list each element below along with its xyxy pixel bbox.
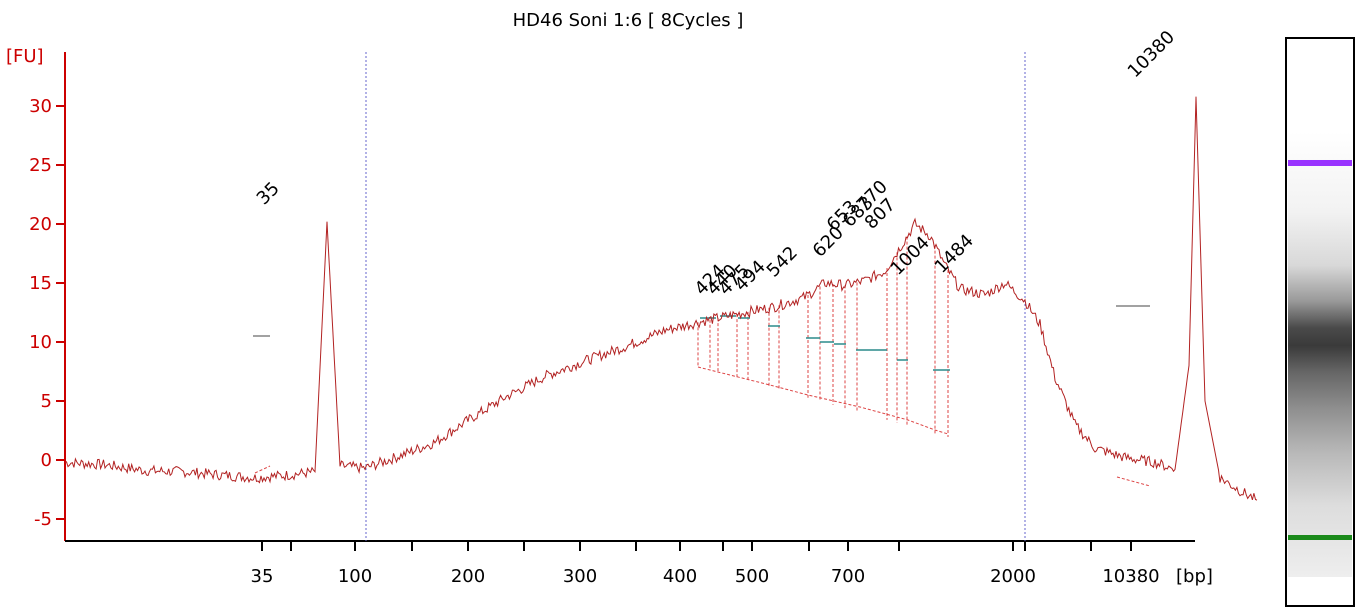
fluorescence-trace <box>64 96 1258 501</box>
analysis-region-boundaries <box>365 52 1026 541</box>
smear-peak-label: 1004 <box>887 232 934 279</box>
x-tick-label: 35 <box>251 566 274 587</box>
x-tick-label: 400 <box>663 566 697 587</box>
x-tick-label: 300 <box>563 566 597 587</box>
x-tick-label: 200 <box>451 566 485 587</box>
marker-peak-label: 35 <box>253 178 284 209</box>
x-tick-label: 100 <box>338 566 372 587</box>
y-tick-label: 20 <box>29 214 52 235</box>
y-tick-label: 5 <box>41 391 52 412</box>
smear-peak-label: 542 <box>763 242 802 281</box>
x-tick-label: 2000 <box>990 566 1036 587</box>
smear-peak-markers <box>697 236 950 437</box>
smear-baseline <box>697 366 949 435</box>
y-tick-label: 30 <box>29 96 52 117</box>
fluorescence-trace-layer <box>64 96 1258 501</box>
x-tick-label: 10380 <box>1102 566 1159 587</box>
y-tick-label: 25 <box>29 155 52 176</box>
smear-peak-label: 1484 <box>931 230 978 277</box>
marker-peak-label: 10380 <box>1124 27 1179 82</box>
x-tick-label: 500 <box>735 566 769 587</box>
y-tick-label: 0 <box>41 450 52 471</box>
x-tick-label: 700 <box>831 566 865 587</box>
gel-upper-marker-band <box>1288 160 1352 166</box>
y-tick-label: 10 <box>29 332 52 353</box>
x-axis: 35 100 200 300 400 500 700 2000 10380 <box>65 540 1195 587</box>
marker-peak-baseline <box>254 465 271 474</box>
gel-lower-marker-band <box>1288 535 1352 540</box>
marker-peak-baseline <box>1116 476 1151 487</box>
y-axis: -5 0 5 10 15 20 25 30 <box>29 52 66 541</box>
gel-lane-smear <box>1288 132 1352 577</box>
y-tick-label: 15 <box>29 273 52 294</box>
y-axis-unit-label: [FU] <box>6 46 44 67</box>
chart-title: HD46 Soni 1:6 [ 8Cycles ] <box>513 10 744 31</box>
ladder-marker-peaks: 35 10380 <box>253 27 1179 487</box>
x-axis-unit-label: [bp] <box>1176 566 1213 587</box>
virtual-gel-lane <box>1285 37 1355 607</box>
y-tick-label: -5 <box>34 509 52 530</box>
